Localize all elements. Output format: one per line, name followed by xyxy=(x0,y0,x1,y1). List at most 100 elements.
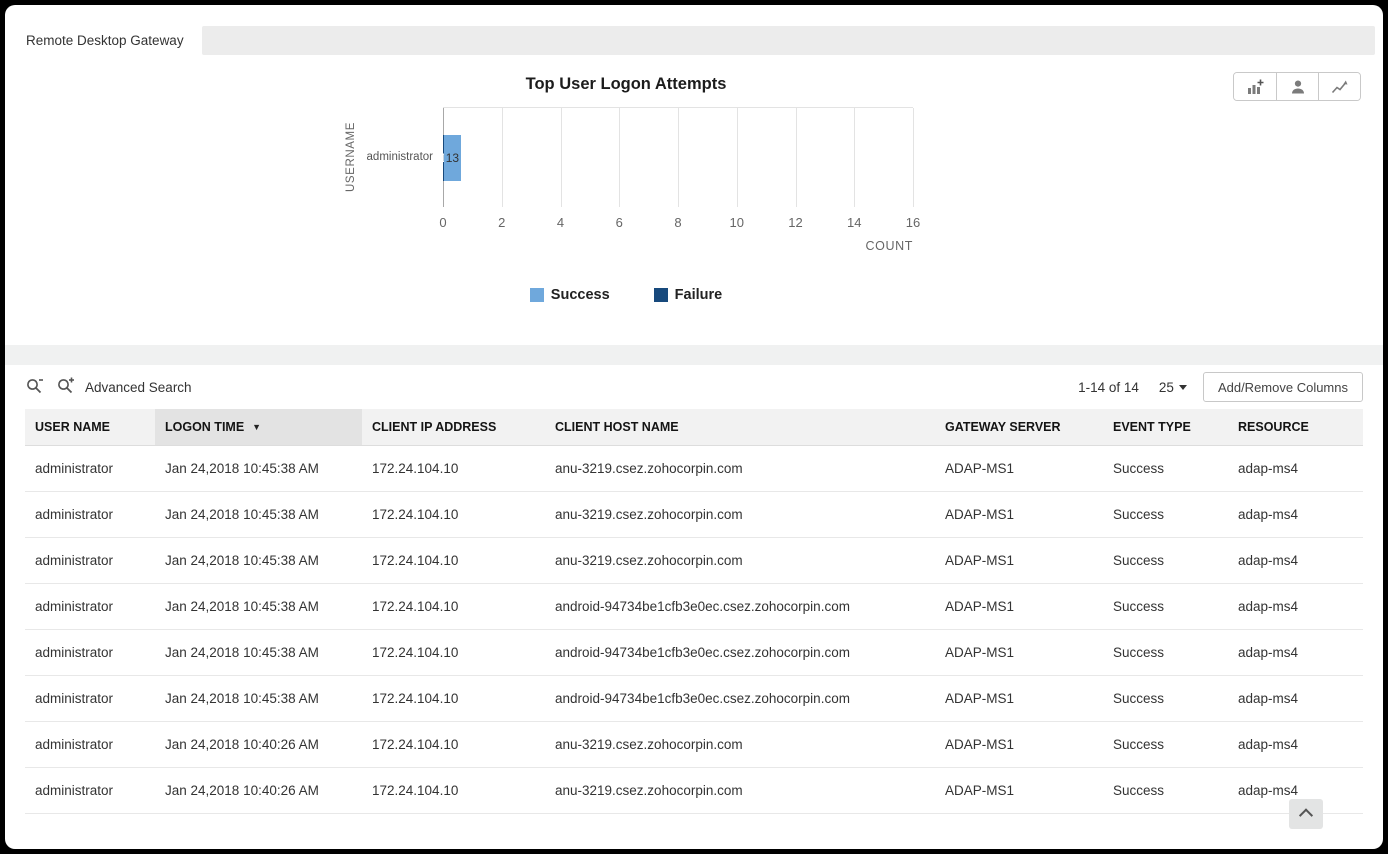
scroll-to-top-button[interactable] xyxy=(1289,799,1323,829)
table-row[interactable]: administrator Jan 24,2018 10:45:38 AM 172.… xyxy=(25,445,1363,492)
table-cell: administrator xyxy=(25,445,155,492)
column-header-client-host-name[interactable]: CLIENT HOST NAME xyxy=(545,409,935,446)
column-header-gateway-server[interactable]: GATEWAY SERVER xyxy=(935,409,1103,446)
chevron-up-icon xyxy=(1298,808,1314,823)
table-cell: 172.24.104.10 xyxy=(362,537,545,584)
table-cell: Jan 24,2018 10:45:38 AM xyxy=(155,445,362,492)
dropdown-caret-icon xyxy=(1178,384,1187,390)
table-cell: adap-ms4 xyxy=(1228,445,1363,492)
tab-label: Remote Desktop Gateway xyxy=(26,33,184,48)
table-panel: Advanced Search 1-14 of 14 25 Add/Remove… xyxy=(5,365,1383,814)
bar-segment-success[interactable]: 13 xyxy=(444,135,461,181)
chart-title: Top User Logon Attempts xyxy=(525,75,727,93)
search-button[interactable] xyxy=(25,377,44,398)
table-cell: anu-3219.csez.zohocorpin.com xyxy=(545,721,935,768)
table-row[interactable]: administrator Jan 24,2018 10:45:38 AM 172.… xyxy=(25,491,1363,538)
column-header-user-name[interactable]: USER NAME xyxy=(25,409,155,446)
table-cell: administrator xyxy=(25,629,155,676)
chart-legend: Success Failure xyxy=(339,287,913,345)
column-header-client-ip-address[interactable]: CLIENT IP ADDRESS xyxy=(362,409,545,446)
legend-item-failure[interactable]: Failure xyxy=(653,287,722,303)
table-cell: adap-ms4 xyxy=(1228,491,1363,538)
table-cell: adap-ms4 xyxy=(1228,721,1363,768)
gridline xyxy=(795,108,797,207)
column-header-event-type[interactable]: EVENT TYPE xyxy=(1103,409,1228,446)
gridline xyxy=(501,108,503,207)
x-tick-label: 14 xyxy=(847,215,862,230)
pagination-range: 1-14 of 14 xyxy=(1078,379,1139,395)
table-cell: Jan 24,2018 10:45:38 AM xyxy=(155,583,362,630)
table-cell: ADAP-MS1 xyxy=(935,675,1103,722)
bar-value-failure: 1 xyxy=(440,151,447,165)
tab-bar: Remote Desktop Gateway xyxy=(13,26,1375,55)
bar-value-success: 13 xyxy=(445,151,460,165)
table-row[interactable]: administrator Jan 24,2018 10:45:38 AM 172.… xyxy=(25,537,1363,584)
add-chart-button[interactable] xyxy=(1234,73,1276,100)
table-cell: Jan 24,2018 10:45:38 AM xyxy=(155,537,362,584)
add-remove-columns-button[interactable]: Add/Remove Columns xyxy=(1202,372,1363,402)
table-cell: anu-3219.csez.zohocorpin.com xyxy=(545,537,935,584)
app-window: Remote Desktop Gateway xyxy=(5,5,1383,849)
export-report-icon xyxy=(1331,79,1348,95)
column-header-label: CLIENT HOST NAME xyxy=(555,420,679,434)
table-cell: ADAP-MS1 xyxy=(935,491,1103,538)
table-cell: 172.24.104.10 xyxy=(362,721,545,768)
gridline xyxy=(736,108,738,207)
page-size-value: 25 xyxy=(1158,379,1174,395)
section-divider xyxy=(5,345,1383,365)
bar-segment-failure[interactable]: 1 xyxy=(440,135,447,181)
gridline xyxy=(560,108,562,207)
x-tick-label: 4 xyxy=(556,215,565,230)
table-cell: ADAP-MS1 xyxy=(935,721,1103,768)
table-cell: android-94734be1cfb3e0ec.csez.zohocorpin… xyxy=(545,629,935,676)
table-cell: 172.24.104.10 xyxy=(362,445,545,492)
table-cell: Success xyxy=(1103,675,1228,722)
toolbar-right: 1-14 of 14 25 Add/Remove Columns xyxy=(1078,372,1363,402)
tab-remote-desktop-gateway[interactable]: Remote Desktop Gateway xyxy=(13,26,202,55)
table-cell: Success xyxy=(1103,629,1228,676)
plot-row: USERNAME administrator 1 13 xyxy=(339,107,914,207)
table-cell: administrator xyxy=(25,721,155,768)
table-cell: Success xyxy=(1103,445,1228,492)
column-header-label: CLIENT IP ADDRESS xyxy=(372,420,497,434)
user-report-button[interactable] xyxy=(1276,73,1318,100)
export-report-button[interactable] xyxy=(1318,73,1360,100)
legend-swatch xyxy=(653,288,668,302)
table-cell: ADAP-MS1 xyxy=(935,767,1103,814)
advanced-search-icon xyxy=(56,377,75,398)
table-cell: anu-3219.csez.zohocorpin.com xyxy=(545,767,935,814)
chart-toolbar xyxy=(1233,72,1361,101)
chart-plot: 1 13 xyxy=(440,107,914,207)
table-row[interactable]: administrator Jan 24,2018 10:40:26 AM 172.… xyxy=(25,721,1363,768)
table-cell: ADAP-MS1 xyxy=(935,537,1103,584)
table-row[interactable]: administrator Jan 24,2018 10:45:38 AM 172.… xyxy=(25,675,1363,722)
column-header-label: USER NAME xyxy=(35,420,111,434)
x-axis: 0 2 4 6 8 10 12 14 16 xyxy=(439,215,920,233)
legend-item-success[interactable]: Success xyxy=(529,287,610,303)
gridline xyxy=(913,108,914,207)
table-cell: Jan 24,2018 10:45:38 AM xyxy=(155,629,362,676)
y-axis-title-text: USERNAME xyxy=(345,122,358,192)
table-cell: 172.24.104.10 xyxy=(362,583,545,630)
table-row[interactable]: administrator Jan 24,2018 10:45:38 AM 172.… xyxy=(25,583,1363,630)
table-cell: Success xyxy=(1103,491,1228,538)
advanced-search-label[interactable]: Advanced Search xyxy=(85,379,192,395)
advanced-search-button[interactable] xyxy=(56,377,75,398)
x-tick-label: 6 xyxy=(615,215,623,230)
column-header-logon-time[interactable]: LOGON TIME ▼ xyxy=(155,409,362,446)
table-toolbar: Advanced Search 1-14 of 14 25 Add/Remove… xyxy=(5,365,1383,409)
table-cell: adap-ms4 xyxy=(1228,675,1363,722)
column-header-resource[interactable]: RESOURCE xyxy=(1228,409,1363,446)
table-body: administrator Jan 24,2018 10:45:38 AM 172.… xyxy=(25,445,1363,814)
table-cell: Success xyxy=(1103,721,1228,768)
chart: Top User Logon Attempts USERNAME adminis… xyxy=(339,75,920,345)
table-cell: ADAP-MS1 xyxy=(935,583,1103,630)
table-row[interactable]: administrator Jan 24,2018 10:40:26 AM 172.… xyxy=(25,767,1363,814)
search-icon xyxy=(25,377,44,398)
y-category-label: administrator xyxy=(366,151,433,163)
table-cell: administrator xyxy=(25,675,155,722)
tab-bar-background xyxy=(201,26,1375,55)
page-size-dropdown[interactable]: 25 xyxy=(1159,380,1187,395)
table-cell: 172.24.104.10 xyxy=(362,629,545,676)
table-row[interactable]: administrator Jan 24,2018 10:45:38 AM 172.… xyxy=(25,629,1363,676)
